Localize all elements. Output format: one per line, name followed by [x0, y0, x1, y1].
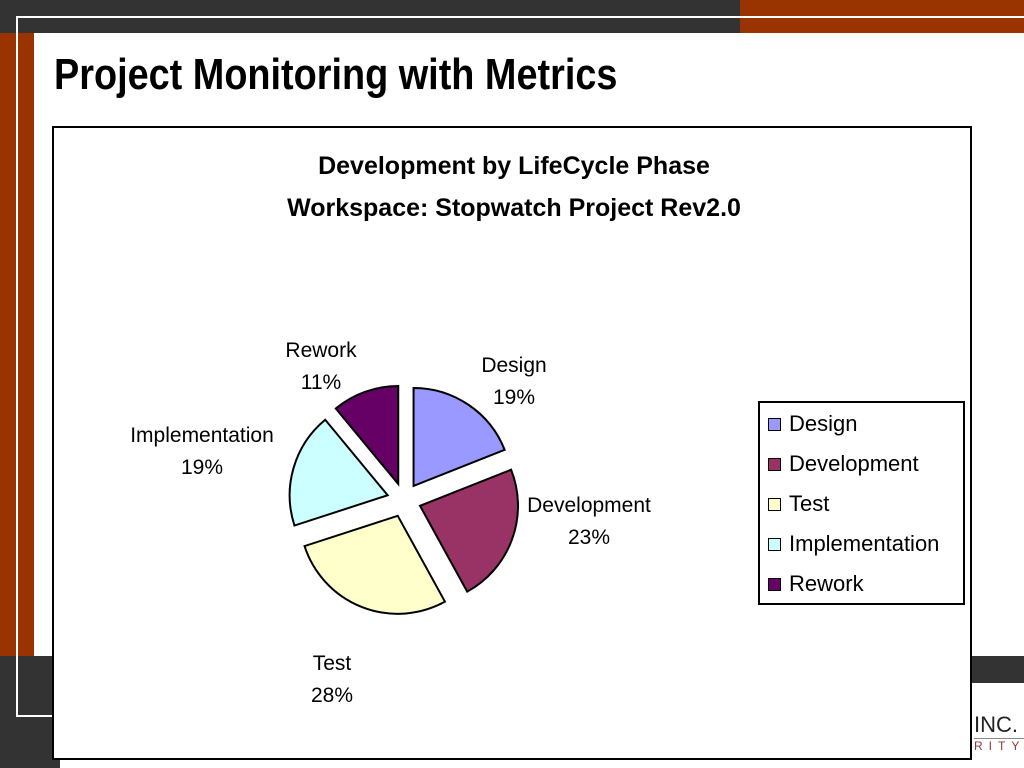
- data-label-percent: 11%: [300, 371, 342, 394]
- legend-label: Design: [789, 411, 858, 436]
- data-label-percent: 28%: [310, 684, 354, 707]
- page-title: Project Monitoring with Metrics: [54, 50, 618, 99]
- logo-text-rity: RITY: [974, 739, 1024, 753]
- data-label-percent: 19%: [492, 386, 536, 409]
- chart-title: Development by LifeCycle Phase: [318, 152, 710, 180]
- frame-line-top: [16, 16, 1024, 18]
- pie-slice-development: [418, 468, 519, 593]
- data-label-category: Development: [527, 494, 651, 517]
- chart-area: Development by LifeCycle Phase Workspace…: [52, 126, 972, 760]
- legend-label: Rework: [789, 571, 864, 596]
- data-label-rework: Rework 11%: [285, 335, 356, 399]
- pie-chart: [288, 385, 519, 615]
- legend-label: Implementation: [789, 531, 940, 556]
- pie-slice-design: [412, 386, 506, 488]
- data-label-implementation: Implementation 19%: [130, 420, 274, 484]
- legend-swatch: [768, 417, 781, 431]
- legend-item-design: Design: [768, 411, 857, 437]
- legend-item-test: Test: [768, 491, 829, 517]
- data-label-category: Rework: [285, 339, 357, 362]
- data-label-percent: 23%: [567, 526, 611, 549]
- data-label-category: Implementation: [130, 424, 274, 447]
- data-label-design: Design 19%: [481, 350, 546, 414]
- logo-text-inc: INC.: [974, 712, 1024, 739]
- legend-swatch: [768, 497, 781, 511]
- legend-swatch: [768, 457, 781, 471]
- data-label-category: Test: [312, 652, 352, 675]
- pie-slice-rework: [334, 385, 400, 487]
- chart-subtitle: Workspace: Stopwatch Project Rev2.0: [287, 194, 741, 222]
- logo: INC. RITY: [974, 712, 1024, 753]
- data-label-development: Development 23%: [527, 490, 651, 554]
- bottom-dark-bar: [0, 656, 60, 768]
- frame-line-bottom: [16, 715, 56, 717]
- pie-slice-test: [303, 514, 447, 615]
- legend-label: Development: [789, 451, 919, 476]
- legend-swatch: [768, 537, 781, 551]
- legend-item-rework: Rework: [768, 571, 864, 597]
- legend-item-implementation: Implementation: [768, 531, 939, 557]
- pie-slice-implementation: [288, 418, 390, 527]
- legend-swatch: [768, 577, 781, 591]
- legend-label: Test: [789, 491, 830, 516]
- data-label-test: Test 28%: [311, 648, 353, 712]
- data-label-category: Design: [481, 354, 547, 377]
- data-label-percent: 19%: [180, 456, 224, 479]
- legend-item-development: Development: [768, 451, 919, 477]
- legend: Design Development Test Implementation Rewor…: [758, 401, 965, 605]
- frame-line-left: [16, 16, 18, 716]
